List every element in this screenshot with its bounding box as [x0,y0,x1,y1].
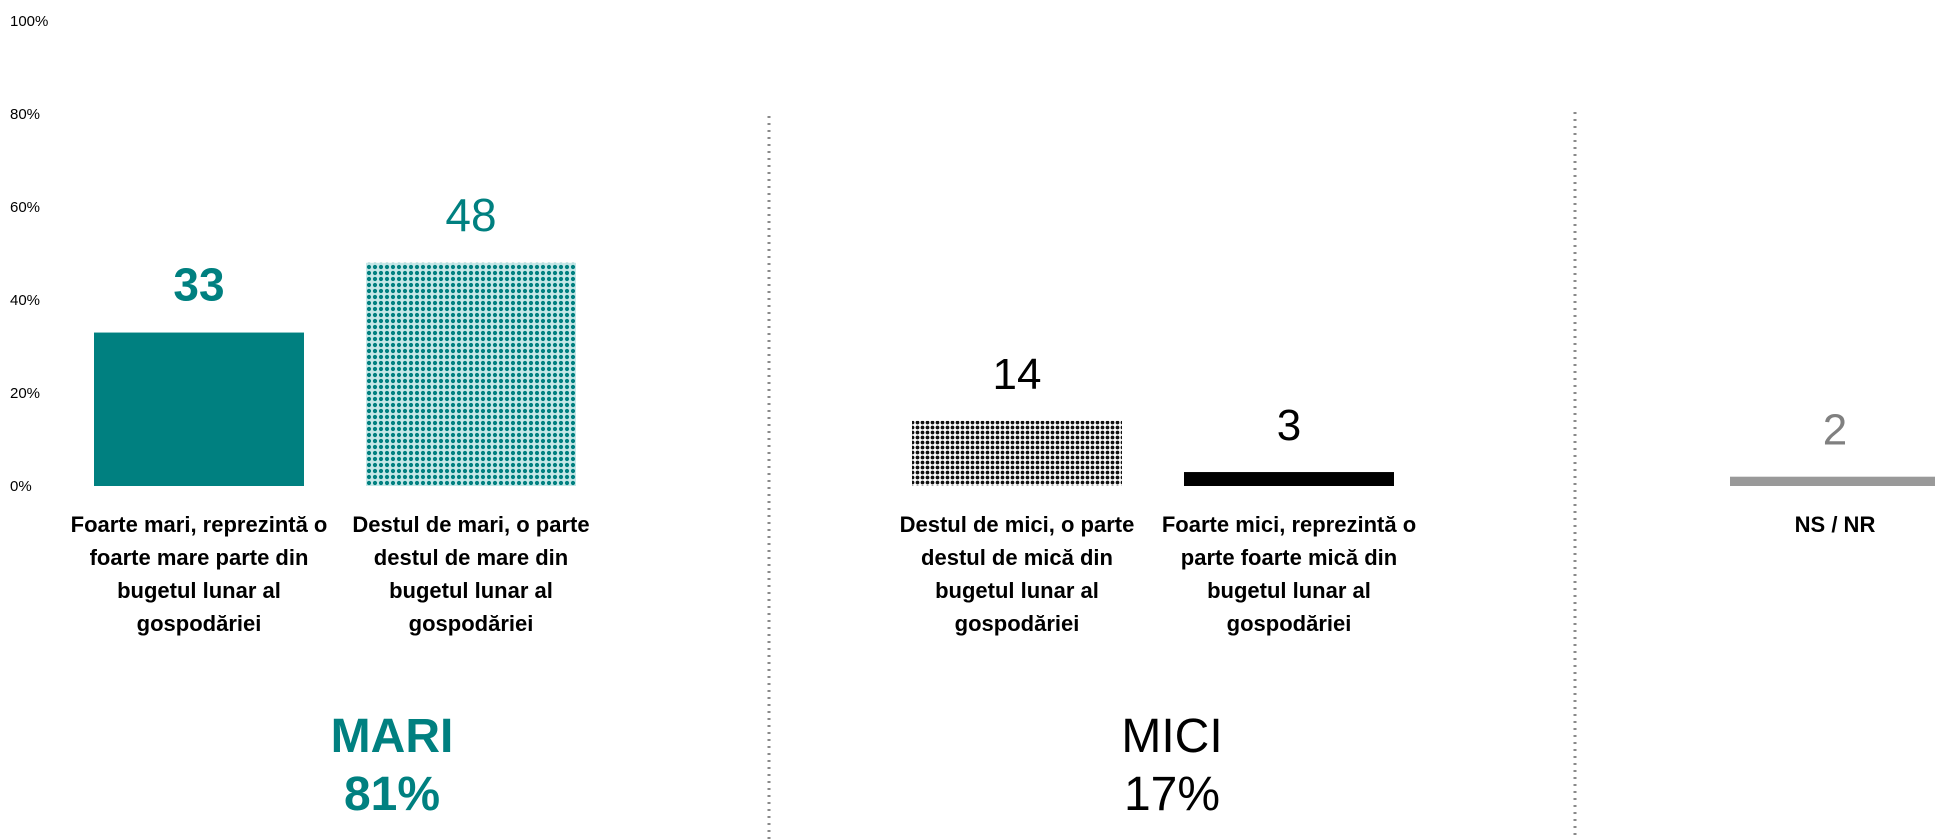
bar [1730,476,1935,486]
bar [912,420,1122,486]
y-tick-label: 60% [10,199,40,216]
category-label: NS / NR [1794,512,1876,537]
group-total: 17% [1123,768,1221,821]
bar [94,332,304,486]
bar [366,262,576,486]
value-label: 33 [173,259,224,311]
y-tick-label: 40% [10,292,40,309]
bar [1184,472,1394,486]
group-total: 81% [343,768,441,821]
y-tick-label: 0% [10,478,32,495]
value-label: 14 [993,350,1042,399]
y-tick-label: 100% [10,13,48,30]
group-label-mari: MARI 81% [242,708,542,824]
value-label: 48 [445,189,496,241]
y-tick-label: 80% [10,106,40,123]
group-label-mici: MICI 17% [1022,708,1322,824]
category-label: Destul de mici, o parte destul de mică d… [899,512,1135,636]
y-axis: 0% 20% 40% 60% 80% 100% [10,13,48,495]
group-name: MICI [1121,710,1223,763]
bars [94,262,1935,486]
group-dividers [767,112,1577,840]
value-label: 3 [1277,401,1301,450]
value-label: 2 [1823,406,1847,455]
group-name: MARI [330,710,454,763]
category-label: Destul de mari, o parte destul de mare d… [352,512,590,636]
y-tick-label: 20% [10,385,40,402]
category-label: Foarte mici, reprezintă o parte foarte m… [1161,512,1417,636]
value-labels: 33 48 14 3 2 [173,189,1847,455]
category-label: Foarte mari, reprezintă o foarte mare pa… [70,512,328,636]
